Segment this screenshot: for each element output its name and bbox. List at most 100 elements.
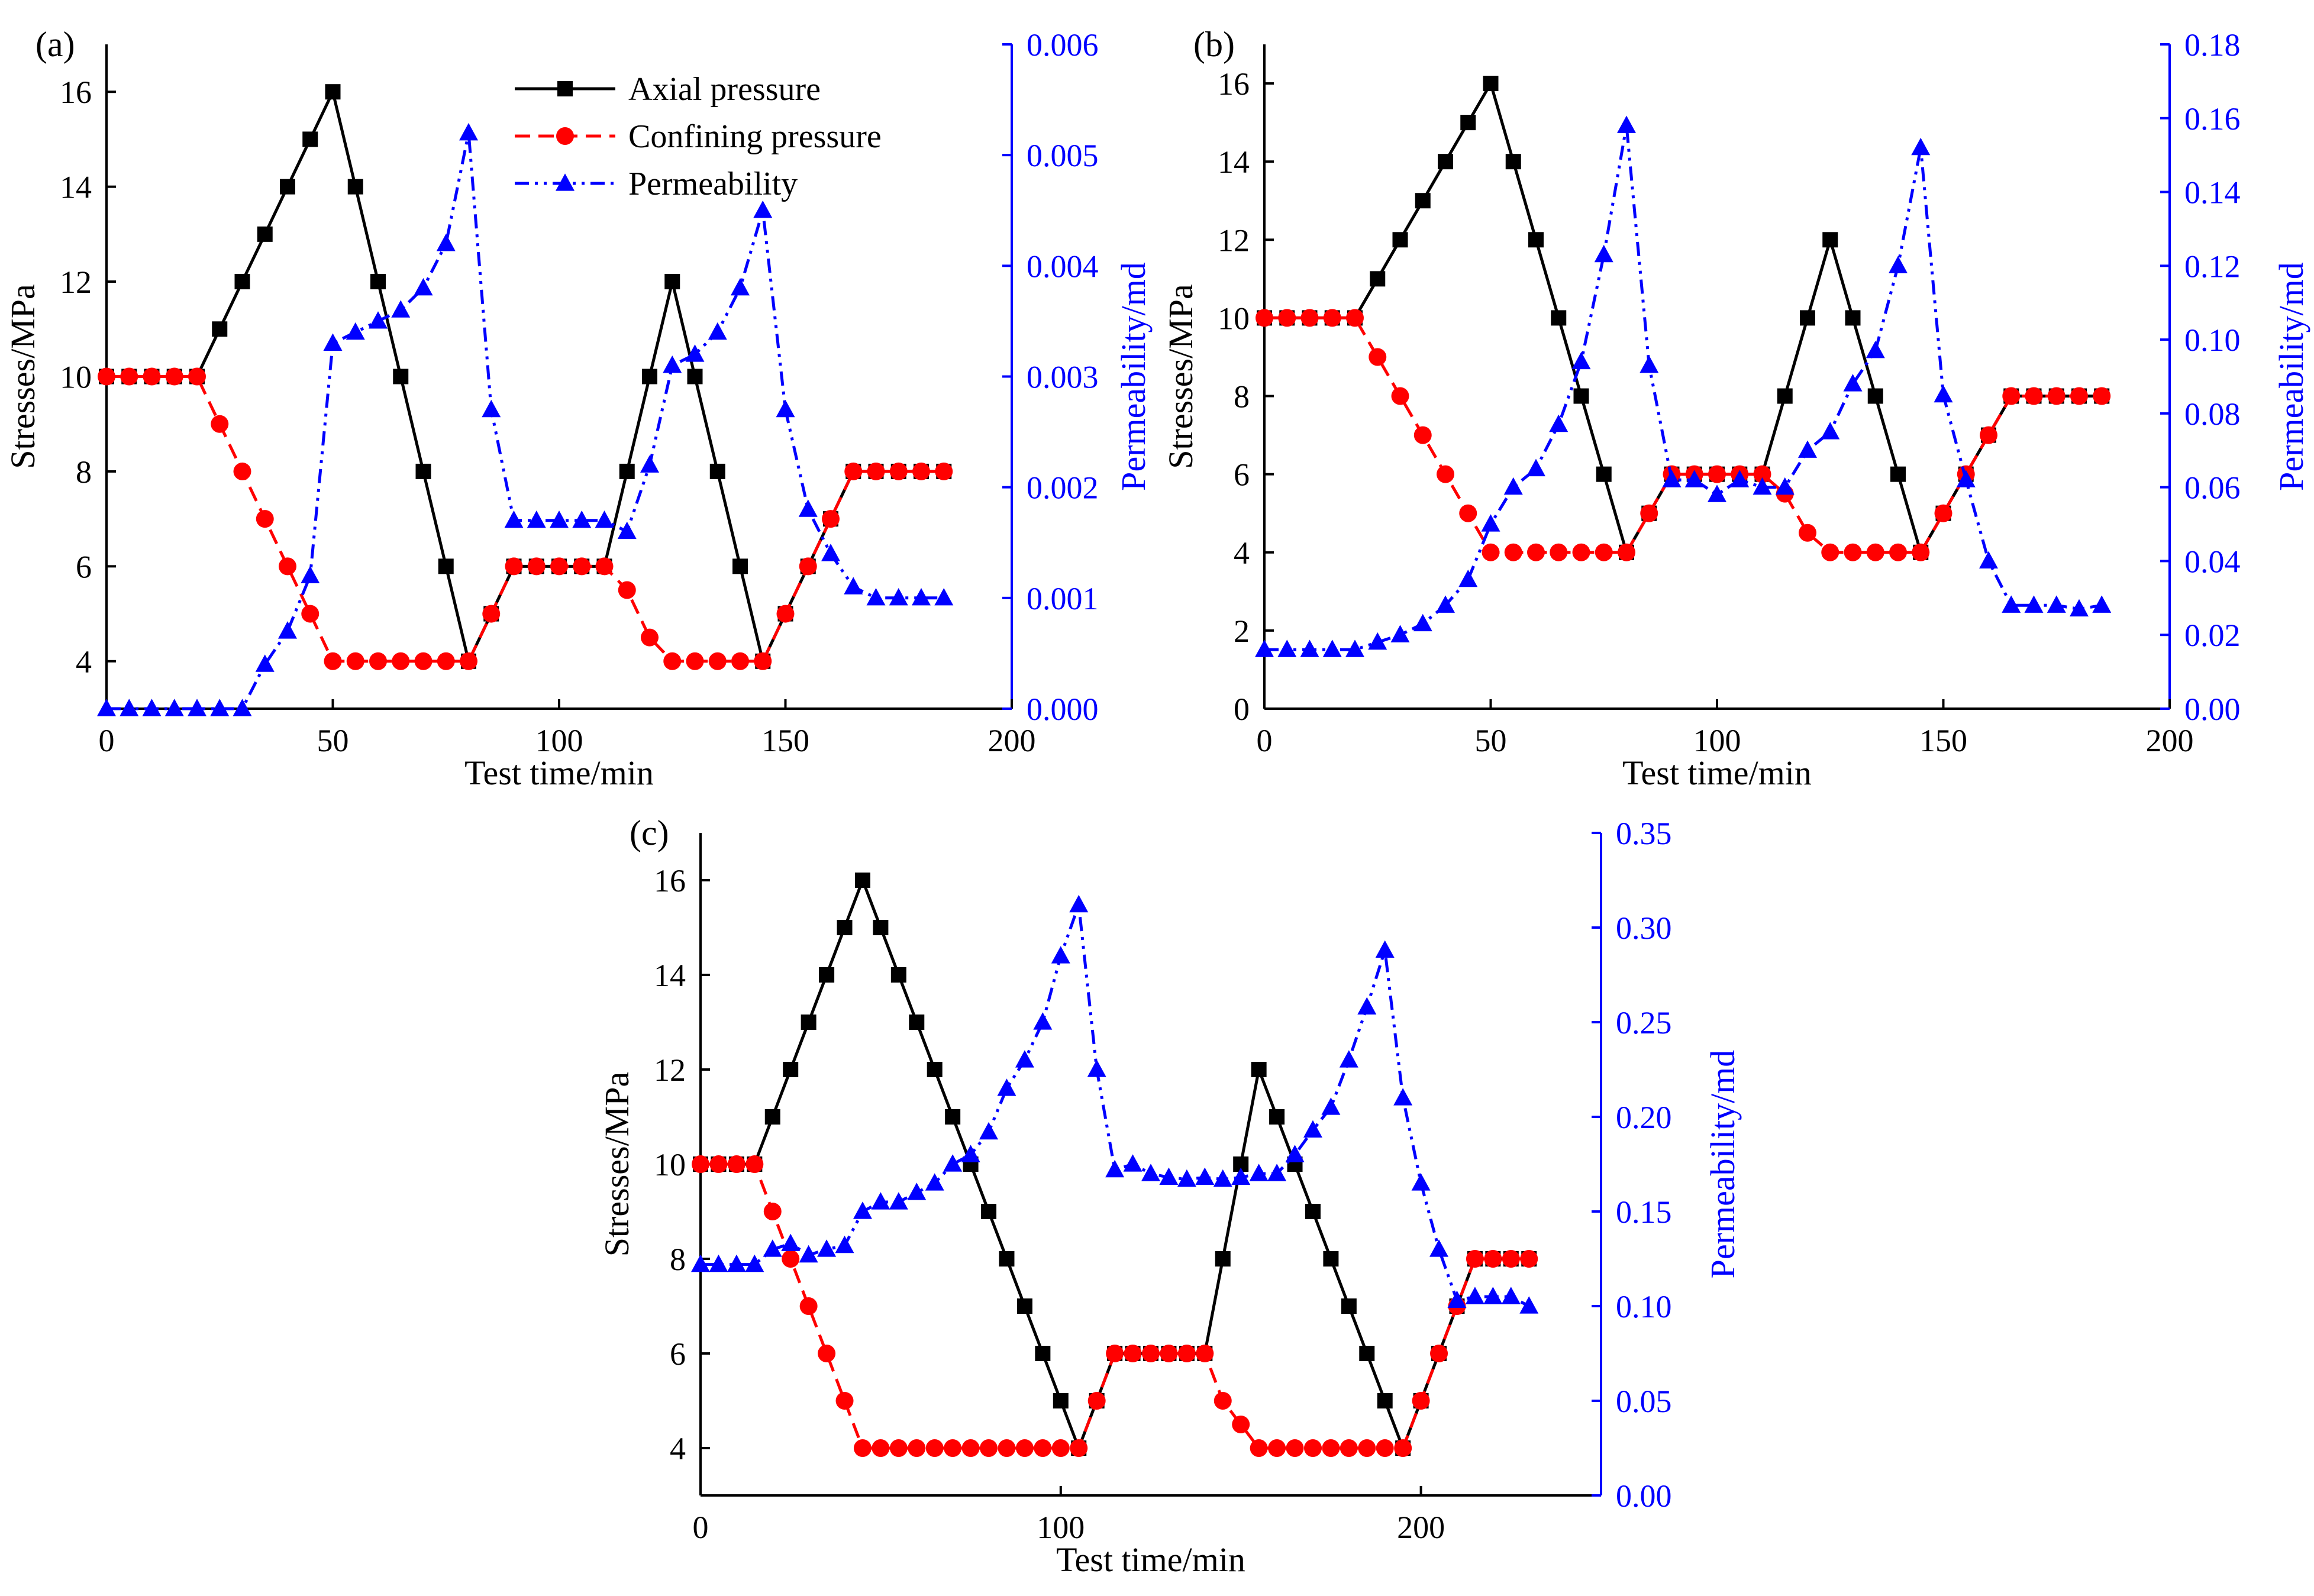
confining-pressure-marker bbox=[279, 557, 296, 576]
permeability-marker bbox=[1798, 440, 1817, 458]
permeability-marker bbox=[595, 511, 614, 528]
permeability-marker bbox=[1911, 137, 1931, 156]
axial-pressure-marker bbox=[370, 274, 386, 290]
permeability-marker bbox=[1015, 1050, 1034, 1068]
permeability-marker bbox=[1775, 477, 1795, 495]
permeability-marker bbox=[1753, 477, 1772, 495]
permeability-marker bbox=[1465, 1287, 1484, 1304]
legend: Axial pressure Confining pressure Permeabi… bbox=[515, 71, 882, 202]
confining-pressure-marker bbox=[1358, 1439, 1376, 1457]
confining-pressure-marker bbox=[1303, 1439, 1322, 1457]
confining-pressure-marker bbox=[1844, 543, 1862, 561]
permeability-marker bbox=[871, 1192, 890, 1210]
confining-pressure-marker bbox=[1618, 543, 1635, 561]
confining-pressure-marker bbox=[1196, 1345, 1214, 1362]
confining-pressure-marker bbox=[1346, 309, 1364, 327]
y2-tick-label: 0.25 bbox=[1616, 1005, 1672, 1041]
permeability-marker bbox=[1594, 244, 1613, 263]
permeability-marker bbox=[436, 234, 456, 251]
permeability-marker bbox=[763, 1239, 782, 1257]
permeability-marker bbox=[1357, 997, 1377, 1015]
y-tick-label: 10 bbox=[654, 1147, 686, 1183]
x-tick-label: 200 bbox=[1397, 1510, 1445, 1545]
permeability-marker bbox=[1503, 477, 1523, 495]
legend-marker-confining-pressure bbox=[556, 127, 574, 145]
y2-axis-title: Permeability/md bbox=[1703, 1050, 1742, 1279]
confining-pressure-marker bbox=[961, 1439, 980, 1457]
axial-pressure-marker bbox=[1323, 1251, 1339, 1267]
y2-tick-label: 0.10 bbox=[2184, 322, 2241, 358]
confining-pressure-marker bbox=[799, 557, 817, 576]
confining-pressure-marker bbox=[1278, 309, 1296, 327]
permeability-marker bbox=[1368, 632, 1387, 650]
permeability-marker bbox=[817, 1239, 837, 1257]
permeability-marker bbox=[1617, 115, 1636, 133]
permeability-marker bbox=[1321, 1097, 1341, 1115]
confining-pressure-marker bbox=[998, 1439, 1016, 1457]
axial-pressure-marker bbox=[1845, 310, 1861, 326]
confining-pressure-marker bbox=[1256, 309, 1273, 327]
permeability-marker bbox=[997, 1078, 1016, 1096]
y-tick-label: 6 bbox=[1234, 457, 1250, 493]
axial-pressure-marker bbox=[1596, 466, 1612, 482]
axial-pressure-marker bbox=[927, 1062, 943, 1077]
panels: 0 50 100 150 200468101214160.0000.0010.0020.… bbox=[4, 25, 2310, 1579]
permeability-marker bbox=[527, 511, 546, 528]
x-tick-label: 200 bbox=[2146, 723, 2194, 758]
y-tick-label: 14 bbox=[1218, 144, 1250, 180]
confining-pressure-marker bbox=[233, 462, 251, 480]
y-tick-label: 8 bbox=[1234, 379, 1250, 415]
confining-pressure-marker bbox=[763, 1203, 782, 1220]
x-tick-label: 100 bbox=[1693, 723, 1741, 758]
confining-pressure-marker bbox=[1106, 1345, 1124, 1362]
axial-pressure-marker bbox=[438, 558, 454, 574]
axial-pressure-marker bbox=[890, 967, 906, 983]
axial-pressure-marker bbox=[801, 1015, 816, 1030]
permeability-marker bbox=[943, 1154, 963, 1172]
confining-pressure-marker bbox=[908, 1439, 926, 1457]
axial-pressure-marker bbox=[1251, 1062, 1267, 1077]
confining-pressure-marker bbox=[782, 1250, 800, 1268]
axial-pressure-marker bbox=[1867, 388, 1883, 404]
series-confining-pressure bbox=[692, 1155, 1538, 1457]
axial-pressure-marker bbox=[1035, 1346, 1051, 1361]
permeability-marker bbox=[1571, 351, 1591, 370]
confining-pressure-marker bbox=[1142, 1345, 1160, 1362]
y2-tick-label: 0.35 bbox=[1616, 816, 1672, 851]
y-tick-label: 14 bbox=[654, 958, 686, 993]
axial-pressure-marker bbox=[1215, 1251, 1231, 1267]
confining-pressure-marker bbox=[1482, 543, 1500, 561]
panel-label: (c) bbox=[630, 813, 669, 852]
permeability-marker bbox=[1277, 639, 1297, 657]
confining-pressure-marker bbox=[853, 1439, 872, 1457]
confining-pressure-marker bbox=[1980, 426, 1997, 444]
x-tick-label: 0 bbox=[1257, 723, 1273, 758]
confining-pressure-marker bbox=[618, 581, 636, 599]
permeability-marker bbox=[1640, 355, 1659, 373]
axial-pressure-marker bbox=[1573, 388, 1589, 404]
permeability-marker bbox=[1956, 470, 1976, 487]
legend-label-axial-pressure: Axial pressure bbox=[628, 71, 821, 108]
confining-pressure-marker bbox=[2070, 387, 2088, 405]
confining-pressure-marker bbox=[692, 1155, 709, 1173]
y-tick-label: 8 bbox=[670, 1242, 686, 1277]
permeability-marker bbox=[1300, 639, 1319, 657]
confining-pressure-marker bbox=[460, 652, 477, 670]
confining-pressure-marker bbox=[550, 557, 568, 576]
confining-pressure-marker bbox=[925, 1439, 944, 1457]
permeability-marker bbox=[1255, 639, 1274, 657]
confining-pressure-marker bbox=[944, 1439, 962, 1457]
permeability-marker bbox=[1866, 341, 1885, 358]
permeability-marker bbox=[1436, 595, 1455, 613]
confining-pressure-marker bbox=[1934, 504, 1952, 522]
y2-tick-label: 0.15 bbox=[1616, 1194, 1672, 1230]
y-tick-label: 2 bbox=[1234, 613, 1250, 649]
permeability-marker bbox=[188, 699, 206, 716]
x-tick-label: 150 bbox=[1919, 723, 1967, 758]
axial-pressure-marker bbox=[981, 1204, 997, 1219]
permeability-marker bbox=[414, 277, 433, 296]
x-tick-label: 0 bbox=[693, 1510, 709, 1545]
y-tick-label: 16 bbox=[60, 75, 92, 110]
confining-pressure-marker bbox=[1268, 1439, 1286, 1457]
axial-pressure-marker bbox=[837, 920, 853, 935]
